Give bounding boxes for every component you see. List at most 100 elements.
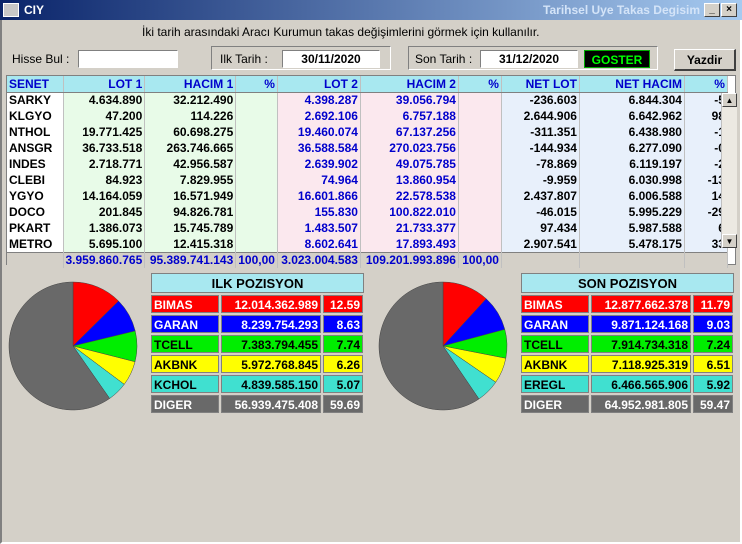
position-name: BIMAS <box>151 295 219 313</box>
table-cell <box>458 140 502 156</box>
table-cell: -144.934 <box>501 140 580 156</box>
column-header[interactable]: LOT 2 <box>277 76 361 93</box>
table-cell: 5.987.588 <box>579 220 685 236</box>
table-cell: 49.075.785 <box>360 156 459 172</box>
end-date-label: Son Tarih : <box>415 52 473 66</box>
position-pct: 59.69 <box>323 395 363 413</box>
table-cell: 14 <box>684 188 728 204</box>
grid-scrollbar[interactable]: ▲ ▼ <box>721 93 737 248</box>
table-cell: 67.137.256 <box>360 124 459 140</box>
table-cell: 14.164.059 <box>63 188 146 204</box>
totals-cell <box>501 251 580 268</box>
table-cell: 4.634.890 <box>63 92 146 108</box>
table-cell: 94.826.781 <box>144 204 237 220</box>
table-cell: -0 <box>684 140 728 156</box>
table-cell: 60.698.275 <box>144 124 237 140</box>
column-header[interactable]: HACIM 2 <box>360 76 459 93</box>
column-header[interactable]: SENET <box>7 76 64 93</box>
table-cell: -236.603 <box>501 92 580 108</box>
column-header[interactable]: LOT 1 <box>63 76 146 93</box>
table-cell: 263.746.665 <box>144 140 237 156</box>
table-cell: 6.277.090 <box>579 140 685 156</box>
position-name: GARAN <box>521 315 589 333</box>
table-row[interactable]: KLGYO 47.200 114.226 2.692.106 6.757.188 2.64… <box>7 108 728 124</box>
table-row[interactable]: CLEBI 84.923 7.829.955 74.964 13.860.954 -9.9… <box>7 172 728 188</box>
table-cell: 270.023.756 <box>360 140 459 156</box>
position-row: DIGER 56.939.475.408 59.69 <box>151 395 364 413</box>
table-cell: 1.483.507 <box>277 220 361 236</box>
table-row[interactable]: PKART 1.386.073 15.745.789 1.483.507 21.733.… <box>7 220 728 236</box>
close-icon[interactable]: × <box>721 3 737 17</box>
position-value: 56.939.475.408 <box>221 395 321 413</box>
position-value: 64.952.981.805 <box>591 395 691 413</box>
end-date-field[interactable]: 31/12/2020 <box>480 50 578 68</box>
table-row[interactable]: NTHOL 19.771.425 60.698.275 19.460.074 67.13… <box>7 124 728 140</box>
scroll-up-icon[interactable]: ▲ <box>722 93 737 107</box>
scroll-down-icon[interactable]: ▼ <box>722 234 737 248</box>
table-cell: 2.692.106 <box>277 108 361 124</box>
table-cell: -9.959 <box>501 172 580 188</box>
totals-cell <box>7 251 64 268</box>
position-row: EREGL 6.466.565.906 5.92 <box>521 375 734 393</box>
table-cell: 1.386.073 <box>63 220 146 236</box>
table-cell: 36.733.518 <box>63 140 146 156</box>
table-row[interactable]: ANSGR 36.733.518 263.746.665 36.588.584 270.… <box>7 140 728 156</box>
table-row[interactable]: INDES 2.718.771 42.956.587 2.639.902 49.075.… <box>7 156 728 172</box>
print-button[interactable]: Yazdir <box>674 49 736 71</box>
table-cell: 47.200 <box>63 108 146 124</box>
position-pct: 6.26 <box>323 355 363 373</box>
table-cell: 7.829.955 <box>144 172 237 188</box>
column-header[interactable]: % <box>458 76 502 93</box>
table-row[interactable]: YGYO 14.164.059 16.571.949 16.601.866 22.578… <box>7 188 728 204</box>
table-row[interactable]: DOCO 201.845 94.826.781 155.830 100.822.010 -… <box>7 204 728 220</box>
ilk-pozisyon-title: ILK POZISYON <box>151 273 364 293</box>
table-cell: 4.398.287 <box>277 92 361 108</box>
table-cell <box>458 188 502 204</box>
table-cell: -78.869 <box>501 156 580 172</box>
table-cell <box>458 220 502 236</box>
column-header[interactable]: HACIM 1 <box>144 76 237 93</box>
pie-slice <box>378 281 480 411</box>
position-value: 8.239.754.293 <box>221 315 321 333</box>
position-value: 7.118.925.319 <box>591 355 691 373</box>
column-header[interactable]: NET LOT <box>501 76 580 93</box>
position-value: 12.014.362.989 <box>221 295 321 313</box>
position-pct: 7.24 <box>693 335 733 353</box>
column-header[interactable]: NET HACIM <box>579 76 685 93</box>
table-cell: 19.771.425 <box>63 124 146 140</box>
position-row: TCELL 7.914.734.318 7.24 <box>521 335 734 353</box>
table-cell: 5.478.175 <box>579 236 685 252</box>
position-pct: 5.92 <box>693 375 733 393</box>
data-grid[interactable]: SENET LOT 1 HACIM 1% LOT 2 HACIM 2% NET LOT NE… <box>6 75 737 268</box>
table-cell: 6.642.962 <box>579 108 685 124</box>
table-cell: 201.845 <box>63 204 146 220</box>
table-cell: 2.639.902 <box>277 156 361 172</box>
table-cell: PKART <box>7 220 64 236</box>
totals-cell: 109.201.993.896 <box>360 251 459 268</box>
table-cell: 5.995.229 <box>579 204 685 220</box>
minimize-icon[interactable]: _ <box>704 3 720 17</box>
table-cell: KLGYO <box>7 108 64 124</box>
goster-button[interactable]: GOSTER <box>584 50 650 68</box>
table-cell: 84.923 <box>63 172 146 188</box>
search-input[interactable] <box>78 50 178 68</box>
table-cell <box>458 172 502 188</box>
position-name: AKBNK <box>521 355 589 373</box>
position-value: 9.871.124.168 <box>591 315 691 333</box>
totals-cell: 3.023.004.583 <box>277 251 361 268</box>
table-row[interactable]: METRO 5.695.100 12.415.318 8.602.641 17.893.… <box>7 236 728 252</box>
table-cell: 74.964 <box>277 172 361 188</box>
position-row: BIMAS 12.877.662.378 11.79 <box>521 295 734 313</box>
column-header[interactable]: % <box>684 76 728 93</box>
position-value: 7.383.794.455 <box>221 335 321 353</box>
position-row: AKBNK 5.972.768.845 6.26 <box>151 355 364 373</box>
table-cell: NTHOL <box>7 124 64 140</box>
position-row: GARAN 8.239.754.293 8.63 <box>151 315 364 333</box>
table-row[interactable]: SARKY 4.634.890 32.212.490 4.398.287 39.056.… <box>7 92 728 108</box>
son-pozisyon-title: SON POZISYON <box>521 273 734 293</box>
column-header[interactable]: % <box>235 76 278 93</box>
totals-cell: 100,00 <box>458 251 502 268</box>
table-cell <box>458 124 502 140</box>
start-date-field[interactable]: 30/11/2020 <box>282 50 380 68</box>
table-cell: 2.644.906 <box>501 108 580 124</box>
